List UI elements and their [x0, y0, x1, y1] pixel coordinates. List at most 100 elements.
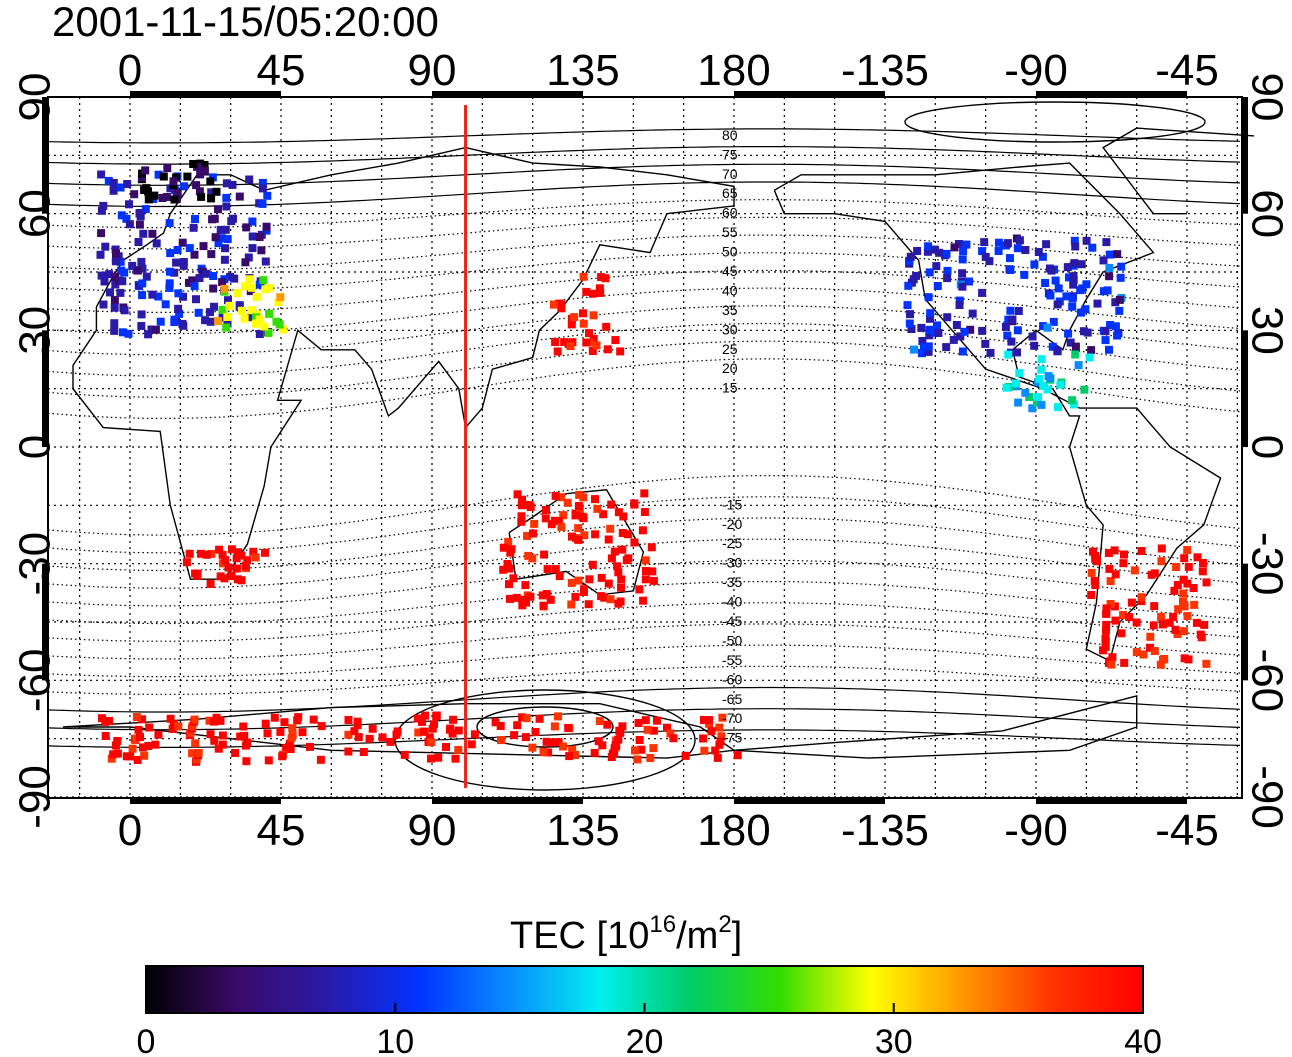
tec-cell [538, 591, 547, 600]
tec-cell [1183, 546, 1192, 554]
tec-cell [353, 717, 362, 726]
tec-cell [227, 572, 236, 580]
tec-cell [230, 274, 239, 283]
tec-cell [1150, 647, 1159, 655]
tec-cell [248, 217, 257, 226]
tec-cell [1020, 270, 1029, 279]
tec-cell [602, 322, 611, 331]
tec-cell [585, 575, 594, 584]
lon-tick-label: 180 [697, 806, 770, 855]
tec-cell [270, 713, 279, 722]
tec-cell [242, 757, 251, 766]
tec-cell [413, 714, 422, 723]
tec-cell [579, 493, 588, 502]
contour-label: 50 [722, 244, 738, 260]
tec-cell [154, 170, 163, 179]
tec-cell [1069, 272, 1078, 281]
frame-bar [1242, 330, 1248, 448]
tec-cell [1102, 626, 1110, 635]
tec-cell [110, 296, 119, 304]
tec-cell [535, 714, 544, 723]
tec-cell [169, 720, 178, 729]
tec-cell [217, 234, 226, 243]
tec-cell [224, 563, 233, 572]
tec-cell [505, 580, 513, 589]
tec-cell [630, 499, 639, 508]
tec-cell [1115, 295, 1124, 304]
tec-cell [543, 565, 552, 574]
tec-cell [649, 576, 658, 585]
tec-cell [134, 238, 143, 246]
tec-cell [224, 296, 232, 305]
contour-label: 65 [722, 185, 738, 201]
coastline [1102, 127, 1255, 215]
tec-cell [499, 543, 508, 552]
tec-cell [120, 268, 129, 277]
tec-cell [521, 733, 530, 742]
tec-cell [220, 255, 229, 264]
tec-cell [943, 266, 952, 275]
tec-cell [1102, 604, 1111, 613]
colorbar-label: TEC [1016/m2] [510, 911, 742, 957]
tec-cell [568, 745, 577, 754]
tec-cell [128, 744, 137, 753]
tec-cell [526, 592, 535, 601]
tec-cell [125, 220, 134, 229]
tec-cell [699, 734, 708, 743]
frame-bar [1036, 798, 1187, 804]
tec-cell [607, 554, 616, 563]
tec-cell [985, 257, 994, 266]
tec-cell [1004, 350, 1013, 359]
tec-cell [110, 303, 119, 312]
tec-cell [258, 184, 267, 193]
magnetic-contour [47, 340, 1241, 398]
tec-cell [144, 330, 153, 339]
tec-cell [207, 250, 216, 259]
tec-cell [506, 594, 514, 603]
tec-cell [919, 342, 928, 351]
tec-cell [140, 186, 149, 194]
tec-cell [200, 166, 209, 175]
tec-cell [557, 300, 566, 309]
tec-cell [603, 345, 612, 354]
tec-cell [344, 730, 353, 739]
tec-cell [618, 529, 627, 537]
lat-tick-label: -30 [10, 532, 59, 596]
tec-cell [1172, 563, 1181, 571]
tec-cell [1199, 559, 1207, 567]
tec-cell [286, 745, 295, 753]
tec-cell [1053, 346, 1062, 355]
tec-cell [137, 322, 146, 330]
tec-cell [1108, 653, 1117, 662]
tec-cell [179, 292, 187, 301]
tec-cell [981, 339, 990, 348]
tec-cell [491, 718, 500, 727]
tec-cell [539, 748, 548, 757]
frame-bar [1242, 563, 1248, 681]
tec-cell [261, 719, 270, 728]
tec-cell [274, 298, 283, 306]
tec-cell [233, 575, 242, 584]
tec-cell [244, 253, 253, 262]
tec-cell [980, 238, 989, 247]
tec-cell [226, 272, 235, 281]
tec-cell [559, 511, 568, 520]
tec-cell [467, 740, 476, 749]
tec-cell [601, 274, 610, 283]
tec-cell [542, 737, 551, 746]
tec-cell [196, 170, 205, 179]
tec-cell [1106, 600, 1115, 608]
tec-cell [139, 743, 147, 752]
tec-cell [442, 743, 450, 751]
tec-cell [136, 733, 144, 742]
tec-cell [400, 750, 409, 759]
tec-cell [496, 722, 505, 730]
magnetic-contour [47, 322, 1241, 377]
tec-cell [635, 736, 644, 744]
tec-cell [949, 335, 958, 344]
tec-cell [189, 223, 198, 232]
tec-cell [350, 727, 359, 736]
tec-cell [190, 250, 199, 259]
tec-cell [1013, 348, 1021, 357]
tec-cell [285, 739, 294, 748]
